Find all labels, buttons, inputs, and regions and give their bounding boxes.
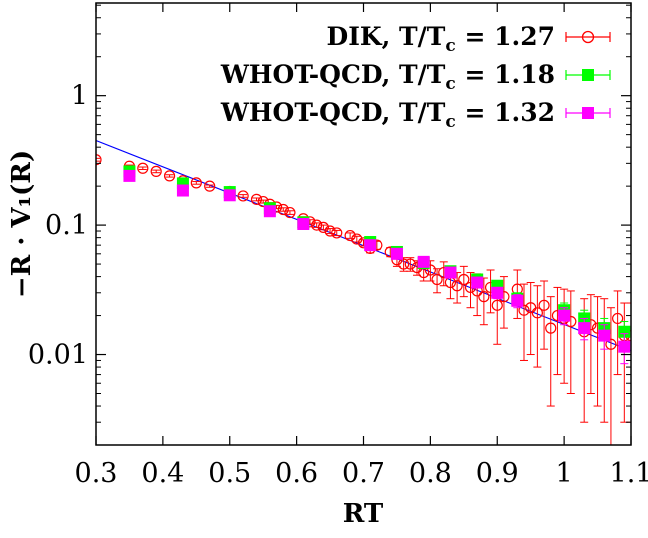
data-point [297, 218, 309, 230]
x-tick-label: 0.5 [208, 458, 251, 489]
y-axis-title: −R · V₁(R) [7, 150, 37, 298]
series-0 [91, 155, 636, 445]
x-tick-label: 0.7 [342, 458, 385, 489]
data-point [558, 310, 570, 322]
data-point [123, 170, 135, 182]
series-layer [91, 141, 636, 445]
data-point [418, 256, 430, 268]
data-point [578, 322, 590, 334]
data-point [491, 287, 503, 299]
series-2 [123, 170, 630, 364]
x-axis-title: RT [343, 499, 384, 529]
x-tick-label: 1.1 [610, 458, 648, 489]
x-tick-label: 0.3 [75, 458, 118, 489]
legend-entry-dik: DIK, T/Tc = 1.27 [327, 22, 610, 56]
legend-label: WHOT-QCD, T/Tc = 1.18 [220, 60, 555, 94]
y-tick-label: 0.01 [28, 340, 88, 371]
data-point [444, 267, 456, 279]
data-point [391, 248, 403, 260]
data-point [511, 295, 523, 307]
data-point [224, 189, 236, 201]
x-tick-label: 0.4 [141, 458, 184, 489]
x-tick-label: 0.6 [275, 458, 318, 489]
series-1 [123, 165, 630, 344]
data-point [598, 330, 610, 342]
data-point [364, 239, 376, 251]
x-tick-label: 0.9 [476, 458, 519, 489]
y-tick-label: 0.1 [45, 210, 88, 241]
legend-marker-square [582, 107, 594, 119]
legend-entry-whot-132: WHOT-QCD, T/Tc = 1.32 [220, 98, 610, 132]
legend-label: WHOT-QCD, T/Tc = 1.32 [220, 98, 555, 132]
legend-label: DIK, T/Tc = 1.27 [327, 22, 555, 56]
legend-entry-whot-118: WHOT-QCD, T/Tc = 1.18 [220, 60, 610, 94]
x-tick-label: 0.8 [409, 458, 452, 489]
y-tick-label: 1 [71, 81, 88, 112]
data-point [177, 185, 189, 197]
data-point [618, 341, 630, 353]
data-point [264, 205, 276, 217]
legend: DIK, T/Tc = 1.27 WHOT-QCD, T/Tc = 1.18 W… [220, 22, 610, 132]
legend-marker-square [582, 69, 594, 81]
x-tick-label: 1 [556, 458, 573, 489]
data-point [471, 277, 483, 289]
